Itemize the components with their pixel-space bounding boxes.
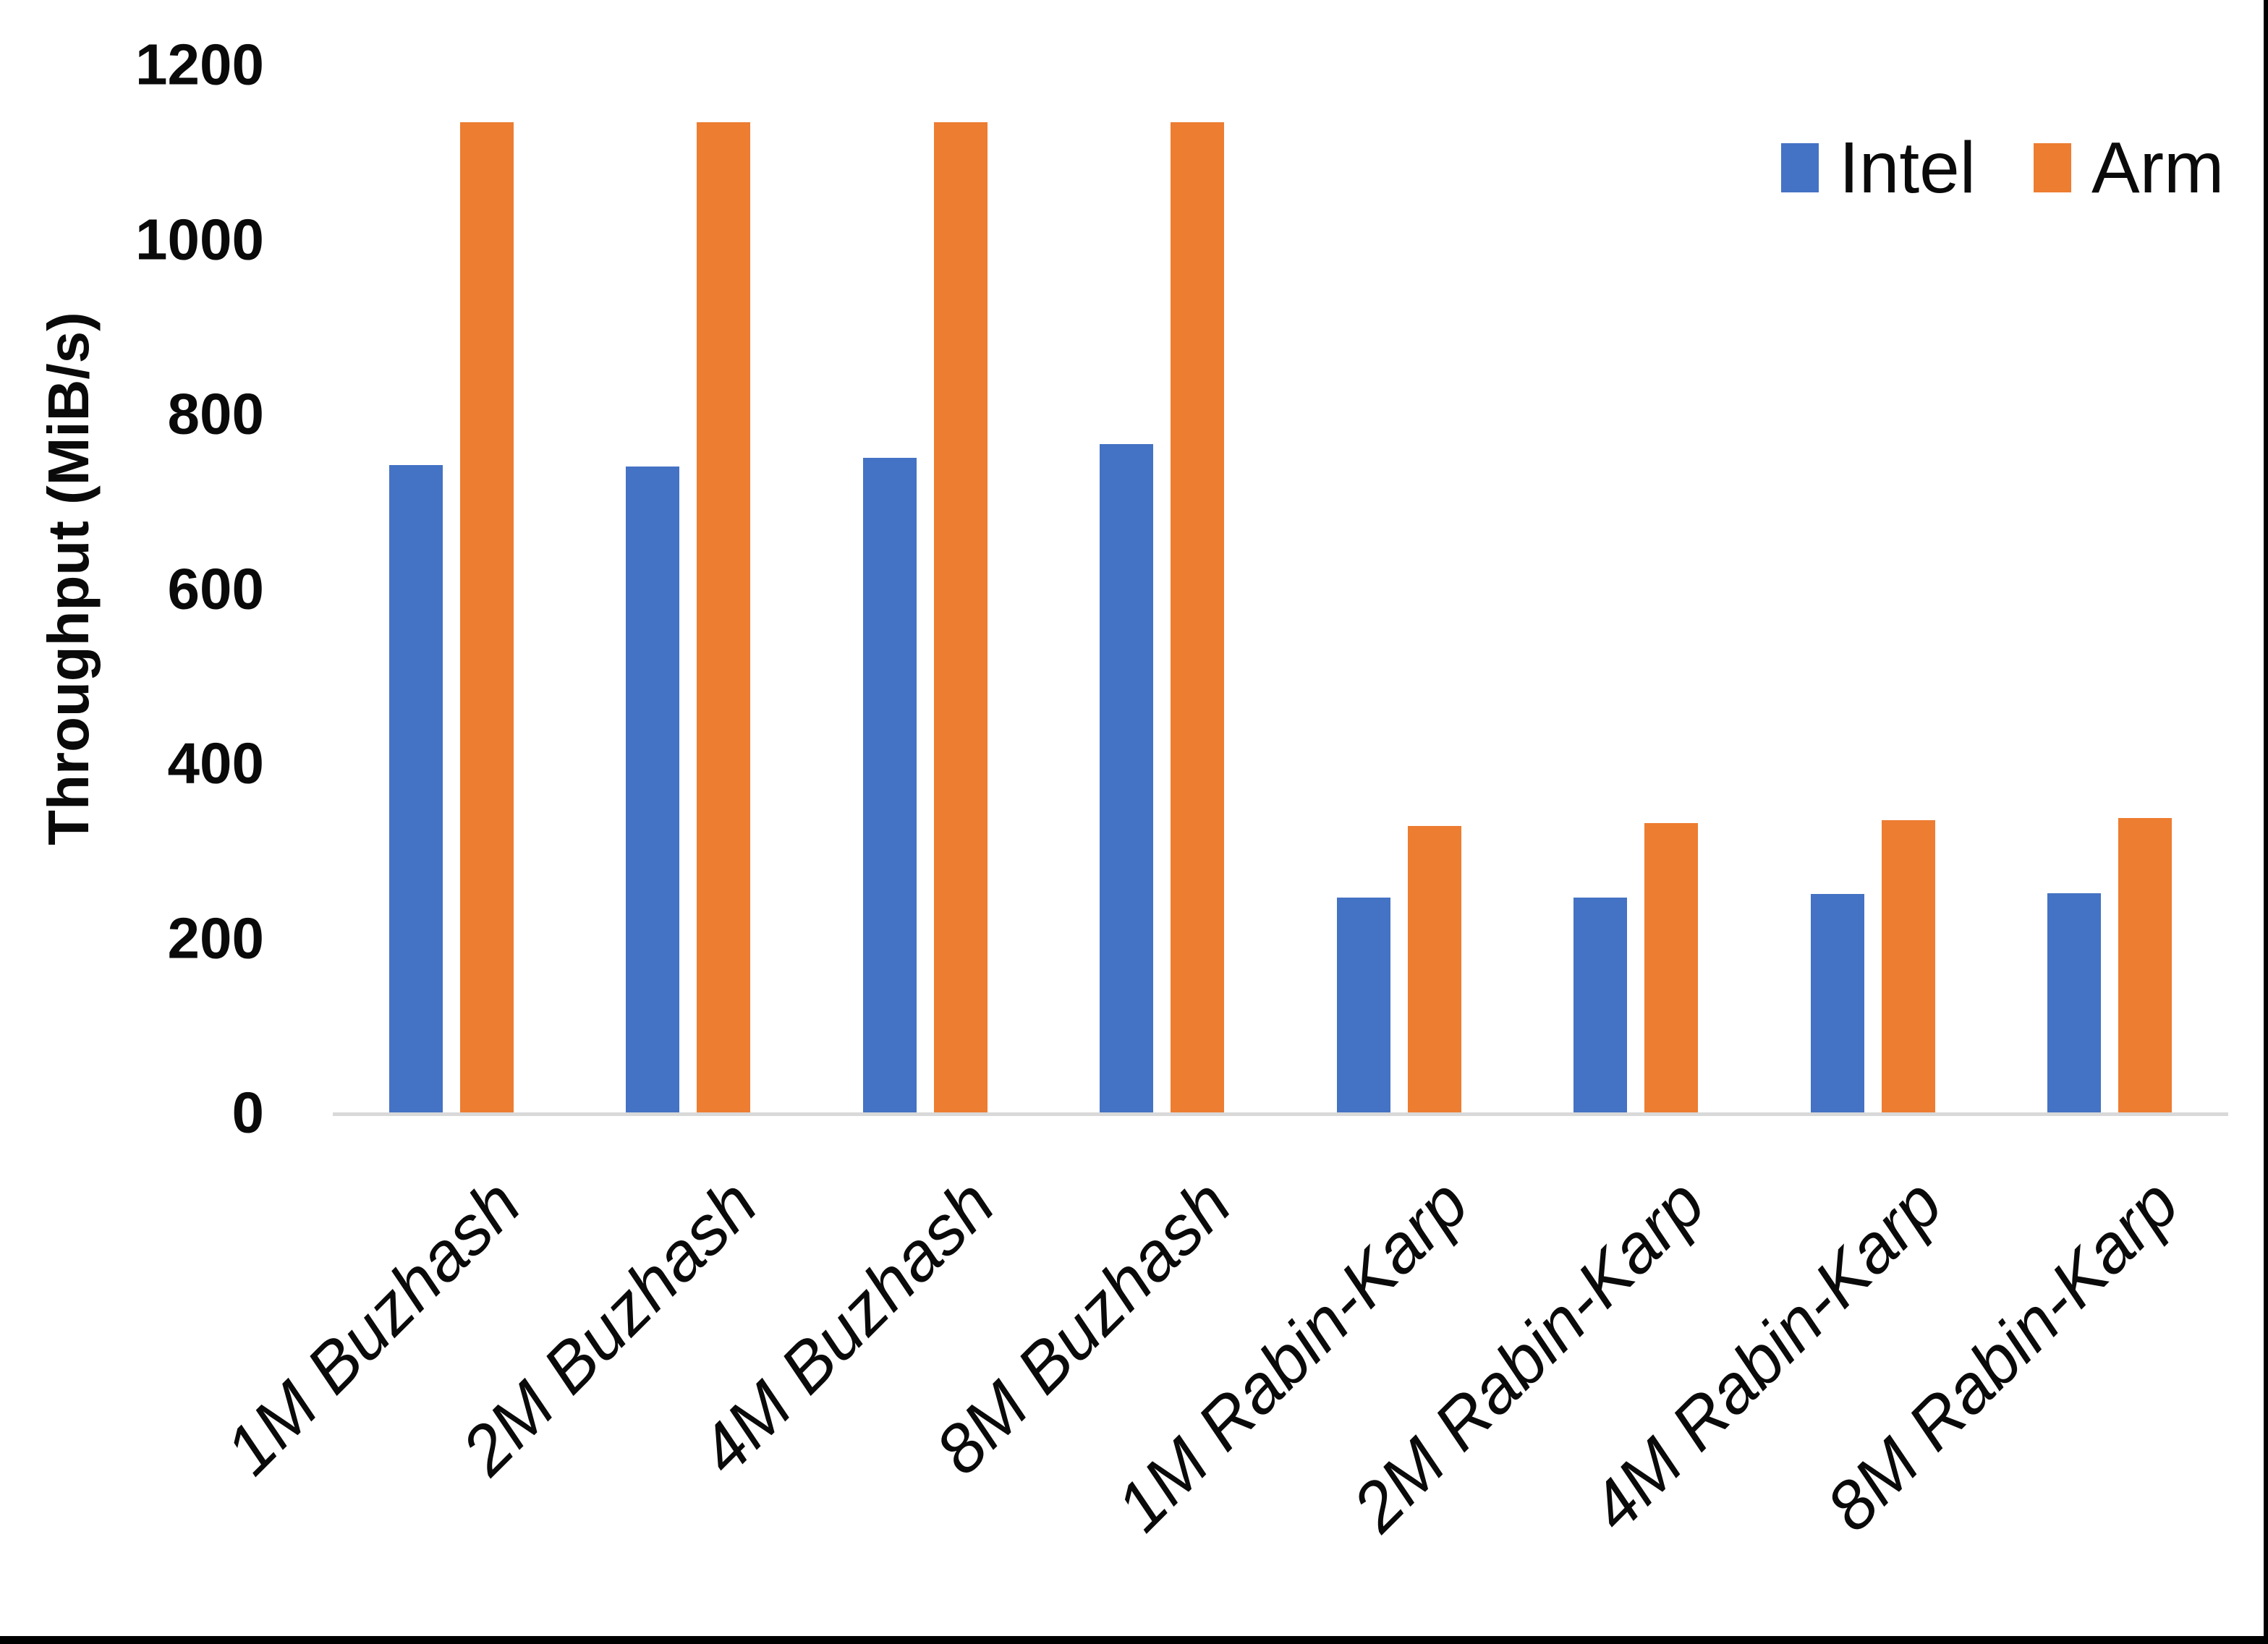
bar-arm-2m-rabin-karp [1644, 823, 1699, 1114]
bar-intel-2m-rabin-karp [1573, 898, 1628, 1114]
bar-arm-1m-rabin-karp [1407, 826, 1461, 1114]
bar-arm-4m-rabin-karp [1881, 820, 1935, 1114]
bar-intel-8m-rabin-karp [2047, 893, 2102, 1114]
legend-label-intel: Intel [1839, 127, 1976, 208]
legend-item-intel: Intel [1781, 132, 1976, 204]
legend: Intel Arm [1781, 132, 2224, 204]
y-tick-label-400: 400 [167, 731, 264, 796]
bar-intel-4m-rabin-karp [1810, 894, 1864, 1114]
bar-intel-1m-rabin-karp [1336, 898, 1390, 1114]
bar-intel-8m-buzhash [1100, 444, 1154, 1114]
y-tick-label-600: 600 [167, 555, 264, 621]
bar-intel-2m-buzhash [626, 467, 680, 1114]
y-tick-label-0: 0 [232, 1080, 265, 1145]
arm-series-swatch [2034, 143, 2072, 192]
y-tick-label-1200: 1200 [135, 32, 264, 97]
x-axis-line [333, 1112, 2228, 1116]
bar-arm-1m-buzhash [459, 122, 514, 1114]
intel-series-swatch [1781, 143, 1819, 192]
y-tick-label-200: 200 [167, 905, 264, 970]
bar-arm-8m-rabin-karp [2118, 818, 2173, 1114]
legend-label-arm: Arm [2091, 127, 2225, 208]
bar-arm-4m-buzhash [933, 122, 988, 1114]
bar-intel-4m-buzhash [862, 458, 917, 1114]
right-edge-border [2264, 0, 2268, 1644]
bar-arm-2m-buzhash [697, 122, 751, 1114]
y-tick-label-1000: 1000 [135, 206, 264, 271]
bar-arm-8m-buzhash [1171, 122, 1225, 1114]
bottom-edge-border [0, 1636, 2268, 1644]
y-tick-label-800: 800 [167, 381, 264, 446]
legend-item-arm: Arm [2034, 132, 2224, 204]
bar-intel-1m-buzhash [388, 465, 443, 1114]
